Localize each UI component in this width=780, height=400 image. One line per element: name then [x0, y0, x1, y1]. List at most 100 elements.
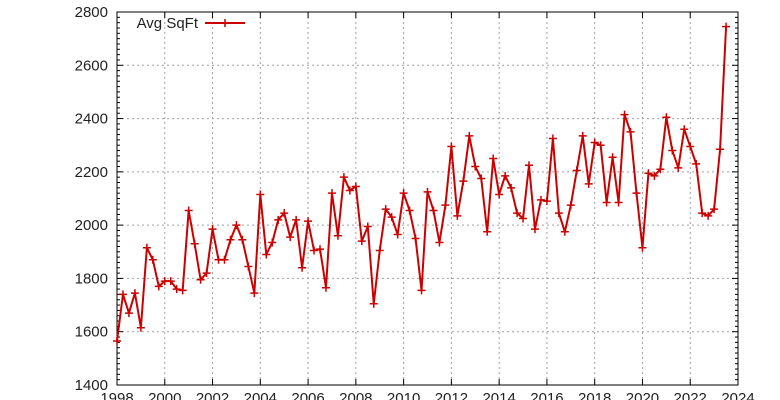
x-tick-label: 1998	[100, 390, 133, 400]
y-axis-labels: 1400 1600 1800 2000 2200 2400 2600 2800	[75, 4, 108, 394]
x-tick-label: 2012	[435, 390, 468, 400]
data-point	[190, 239, 199, 248]
data-point	[572, 166, 581, 175]
data-point	[536, 195, 545, 204]
y-tick-label: 1800	[75, 270, 108, 287]
data-point	[316, 245, 325, 254]
data-point	[602, 198, 611, 207]
data-point	[232, 221, 241, 230]
data-point	[686, 142, 695, 151]
data-point	[513, 209, 522, 218]
data-point	[268, 238, 277, 247]
data-point	[369, 299, 378, 308]
data-point	[507, 183, 516, 192]
data-point	[304, 217, 313, 226]
data-point	[459, 177, 468, 186]
data-point	[148, 255, 157, 264]
data-point	[399, 189, 408, 198]
data-point	[124, 309, 133, 318]
y-tick-label: 2000	[75, 217, 108, 234]
data-point	[339, 173, 348, 182]
data-point	[381, 205, 390, 214]
data-point	[722, 22, 731, 31]
data-point	[626, 127, 635, 136]
data-point	[477, 174, 486, 183]
data-point	[333, 231, 342, 240]
data-point	[226, 235, 235, 244]
data-point	[345, 186, 354, 195]
data-point	[584, 179, 593, 188]
data-point	[519, 214, 528, 223]
x-tick-label: 2016	[530, 390, 563, 400]
x-tick-label: 2014	[482, 390, 515, 400]
data-point	[656, 165, 665, 174]
data-point	[393, 230, 402, 239]
x-tick-label: 2008	[339, 390, 372, 400]
data-point	[596, 141, 605, 150]
data-point	[357, 237, 366, 246]
x-tick-label: 2020	[626, 390, 659, 400]
data-point	[489, 154, 498, 163]
data-point	[154, 282, 163, 291]
data-point	[280, 209, 289, 218]
y-tick-label: 1400	[75, 377, 108, 394]
data-point	[465, 131, 474, 140]
data-point	[202, 269, 211, 278]
data-point	[435, 238, 444, 247]
y-tick-label: 2800	[75, 4, 108, 21]
data-point	[405, 206, 414, 215]
data-point	[274, 215, 283, 224]
data-point	[680, 125, 689, 134]
data-point	[327, 189, 336, 198]
data-point	[692, 159, 701, 168]
axis-ticks	[116, 11, 739, 386]
data-point	[566, 201, 575, 210]
data-point	[560, 227, 569, 236]
data-point	[250, 289, 259, 298]
data-point	[238, 235, 247, 244]
legend-label: Avg SqFt	[137, 15, 199, 32]
x-tick-label: 2010	[387, 390, 420, 400]
data-point	[166, 277, 175, 286]
data-point	[113, 337, 121, 346]
x-tick-label: 2018	[578, 390, 611, 400]
data-point	[417, 286, 426, 295]
data-point	[650, 171, 659, 180]
x-tick-label: 2002	[196, 390, 229, 400]
data-point	[208, 225, 217, 234]
data-point	[136, 323, 145, 332]
x-tick-label: 2000	[148, 390, 181, 400]
data-point	[321, 283, 330, 292]
data-point	[142, 243, 151, 252]
data-point	[542, 197, 551, 206]
x-tick-label: 2004	[244, 390, 277, 400]
data-point	[548, 134, 557, 143]
x-axis-labels: 1998 2000 2002 2004 2006 2008 2010 2012 2014 2016…	[100, 390, 754, 400]
y-tick-label: 2600	[75, 57, 108, 74]
data-point	[614, 198, 623, 207]
data-point	[375, 246, 384, 255]
data-point	[704, 211, 713, 220]
data-point	[716, 145, 725, 154]
data-point	[244, 262, 253, 271]
data-point	[172, 285, 181, 294]
data-point	[130, 289, 139, 298]
data-point	[298, 263, 307, 272]
data-point	[525, 161, 534, 170]
data-point	[608, 153, 617, 162]
data-point	[710, 205, 719, 214]
series-avg-sqft	[113, 22, 731, 346]
data-point	[668, 146, 677, 155]
data-point	[501, 171, 510, 180]
data-point	[698, 209, 707, 218]
data-point	[530, 225, 539, 234]
data-point	[118, 290, 127, 299]
data-point	[387, 213, 396, 222]
data-point	[256, 190, 265, 199]
data-point	[220, 255, 229, 264]
data-point	[644, 169, 653, 178]
data-point	[447, 142, 456, 151]
data-point	[495, 190, 504, 199]
data-point	[662, 113, 671, 122]
